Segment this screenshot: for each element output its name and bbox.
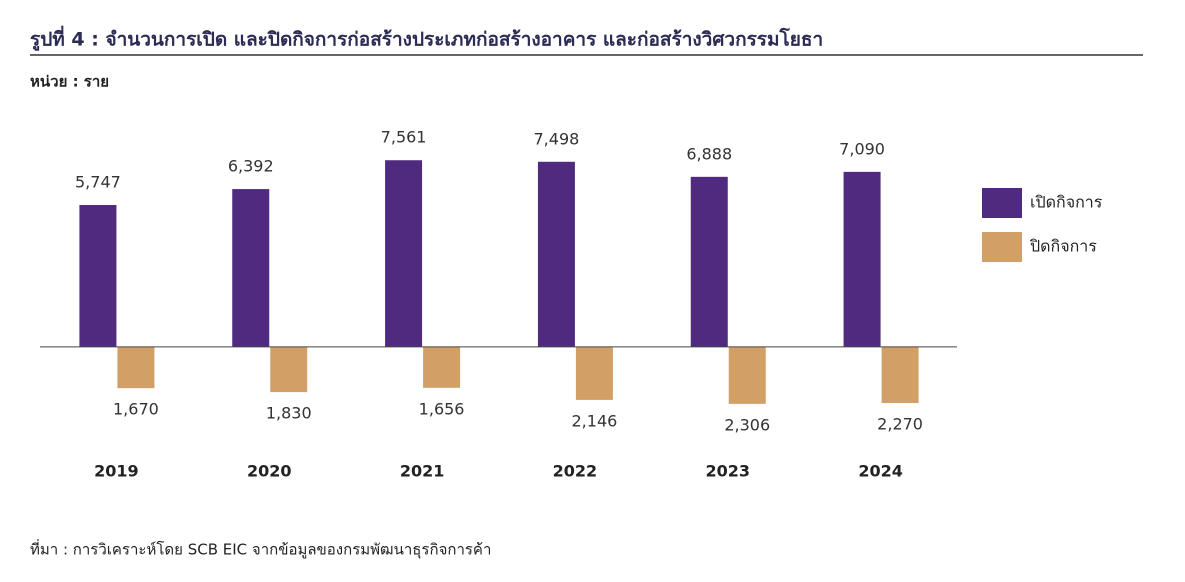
data-label: 6,392 [228, 157, 274, 176]
bar [881, 346, 919, 403]
data-label: 1,656 [419, 399, 465, 418]
bar [385, 160, 423, 347]
bar [423, 346, 461, 388]
source-note: ที่มา : การวิเคราะห์โดย SCB EIC จากข้อมู… [30, 539, 491, 560]
bar [270, 346, 308, 393]
data-label: 1,830 [266, 404, 312, 423]
data-label: 7,090 [839, 139, 885, 158]
data-label: 5,747 [75, 173, 121, 192]
data-label: 2,146 [572, 411, 618, 430]
bar [117, 346, 155, 389]
x-tick-label: 2022 [553, 462, 598, 481]
unit-label: หน่วย : ราย [30, 73, 109, 91]
legend-label: เปิดกิจการ [1030, 193, 1103, 212]
bar [575, 346, 613, 400]
bar [728, 346, 766, 404]
bar [690, 176, 728, 347]
bar [232, 189, 270, 347]
data-label: 1,670 [113, 400, 159, 419]
data-label: 7,498 [534, 129, 580, 148]
bar [537, 161, 575, 347]
x-tick-label: 2019 [94, 462, 139, 481]
data-label: 2,306 [724, 415, 770, 434]
legend-swatch [982, 188, 1022, 218]
data-label: 6,888 [686, 144, 732, 163]
data-label: 2,270 [877, 414, 923, 433]
data-label: 7,561 [381, 128, 427, 147]
legend-label: ปิดกิจการ [1030, 237, 1098, 256]
bar [843, 171, 881, 347]
chart-title: รูปที่ 4 : จำนวนการเปิด และปิดกิจการก่อส… [30, 26, 823, 52]
bar [79, 205, 117, 347]
legend-swatch [982, 232, 1022, 262]
x-tick-label: 2021 [400, 462, 445, 481]
x-tick-label: 2024 [858, 462, 903, 481]
x-tick-label: 2023 [705, 462, 750, 481]
x-tick-label: 2020 [247, 462, 292, 481]
